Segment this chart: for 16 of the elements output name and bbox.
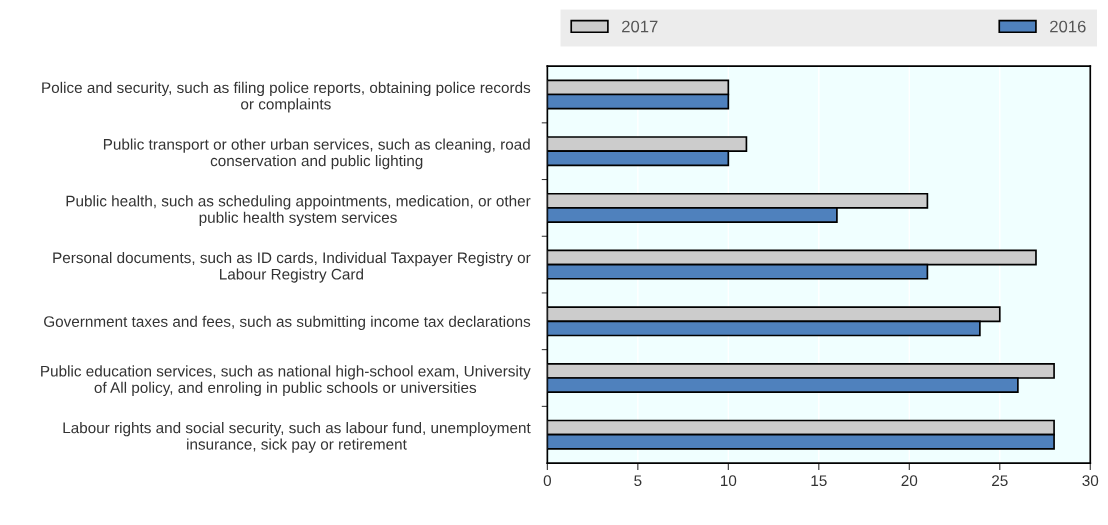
x-tick-label: 15 <box>811 475 827 487</box>
x-tick-label: 0 <box>543 475 551 487</box>
legend-label: 2017 <box>622 20 658 33</box>
x-tick-label: 10 <box>720 475 737 487</box>
y-tick-label: Police and security, such as filing police reports, obtaining police records or complaints <box>42 81 531 113</box>
x-tick-label: 25 <box>992 475 1008 487</box>
y-tick-label: Public transport or other urban services, such as cleaning, road conservation and public lighting <box>103 138 530 170</box>
y-tick-label: Labour rights and social security, such as labour fund, unemployment insurance, sick pay or retirement <box>63 422 531 453</box>
y-tick-label: Personal documents, such as ID cards, Individual Taxpayer Registry or Labour Registry Card <box>53 251 531 283</box>
y-tick-label: Public health, such as scheduling appointments, medication, or other public health system services <box>66 195 531 226</box>
x-tick-label: 30 <box>1082 475 1099 487</box>
x-tick-label: 20 <box>901 475 918 487</box>
y-tick-label: Government taxes and fees, such as submitting income tax declarations <box>44 315 531 331</box>
legend-label: 2016 <box>1050 20 1086 33</box>
x-tick-label: 5 <box>634 475 642 487</box>
y-tick-label: Public education services, such as national high-school exam, University of All policy, and enroling in public schools or universities <box>41 365 531 397</box>
